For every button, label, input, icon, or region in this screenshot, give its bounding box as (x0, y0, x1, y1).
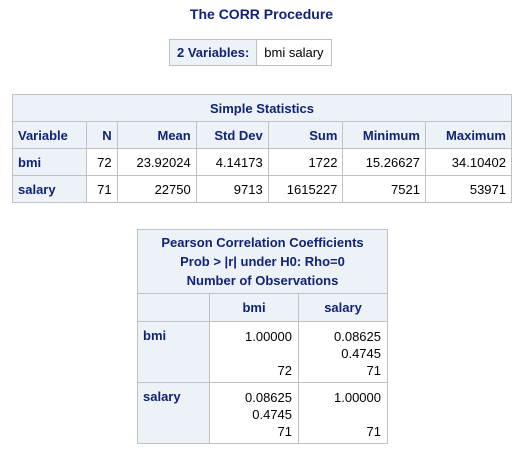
correlation-cell: 0.08625 0.4745 71 (209, 382, 299, 444)
pearson-caption-line2: Prob > |r| under H0: Rho=0 (180, 254, 345, 269)
coefficient: 1.00000 (334, 390, 381, 405)
column-header: Sum (267, 121, 344, 149)
pearson-caption-line3: Number of Observations (186, 273, 339, 288)
simple-statistics-table: Simple Statistics Variable N Mean Std De… (12, 94, 513, 203)
variables-table: 2 Variables: bmi salary (168, 39, 332, 66)
coefficient: 0.08625 (334, 329, 381, 344)
p-value (216, 345, 292, 362)
p-value (305, 406, 381, 423)
corner-cell (136, 293, 211, 322)
table-cell: 7521 (342, 175, 426, 203)
variables-label: 2 Variables: (168, 39, 258, 66)
table-cell: 34.10402 (424, 148, 513, 176)
table-row: bmi 72 23.92024 4.14173 1722 15.26627 34… (12, 148, 513, 176)
correlation-cell: 0.08625 0.4745 71 (298, 321, 388, 383)
table-cell: 1615227 (267, 175, 344, 203)
row-header: bmi (12, 148, 87, 176)
simple-statistics-caption: Simple Statistics (12, 94, 512, 122)
table-row: salary 71 22750 9713 1615227 7521 53971 (12, 175, 513, 203)
pearson-correlation-table: Pearson Correlation Coefficients Prob > … (136, 229, 388, 444)
column-header: Maximum (424, 121, 513, 149)
row-header-bmi: bmi (136, 321, 211, 383)
table-row: bmi 1.00000 72 0.08625 0.4745 71 (136, 321, 388, 383)
column-header-salary: salary (298, 293, 388, 322)
column-header: Minimum (342, 121, 426, 149)
correlation-cell: 1.00000 71 (298, 382, 388, 444)
table-cell: 53971 (424, 175, 513, 203)
obs-count: 71 (277, 424, 292, 439)
p-value: 0.4745 (252, 407, 292, 422)
obs-count: 72 (277, 363, 292, 378)
pearson-caption: Pearson Correlation Coefficients Prob > … (137, 229, 388, 294)
correlation-cell: 1.00000 72 (209, 321, 299, 383)
table-cell: 23.92024 (116, 148, 197, 176)
procedure-title: The CORR Procedure (189, 6, 334, 22)
obs-count: 71 (366, 424, 381, 439)
column-header: Mean (116, 121, 197, 149)
column-header-bmi: bmi (209, 293, 299, 322)
column-header: Variable (12, 121, 87, 149)
coefficient: 0.08625 (245, 390, 292, 405)
table-cell: 71 (85, 175, 118, 203)
obs-count: 71 (366, 363, 381, 378)
table-cell: 15.26627 (342, 148, 426, 176)
column-header: N (85, 121, 118, 149)
table-cell: 72 (85, 148, 118, 176)
table-cell: 22750 (116, 175, 197, 203)
table-cell: 9713 (195, 175, 269, 203)
p-value: 0.4745 (341, 346, 381, 361)
table-row: salary 0.08625 0.4745 71 1.00000 71 (136, 382, 388, 444)
table-cell: 4.14173 (195, 148, 269, 176)
column-header: Std Dev (195, 121, 269, 149)
table-cell: 1722 (267, 148, 344, 176)
row-header-salary: salary (136, 382, 211, 444)
row-header: salary (12, 175, 87, 203)
variables-value: bmi salary (256, 39, 332, 66)
pearson-caption-line1: Pearson Correlation Coefficients (161, 235, 364, 250)
coefficient: 1.00000 (245, 329, 292, 344)
